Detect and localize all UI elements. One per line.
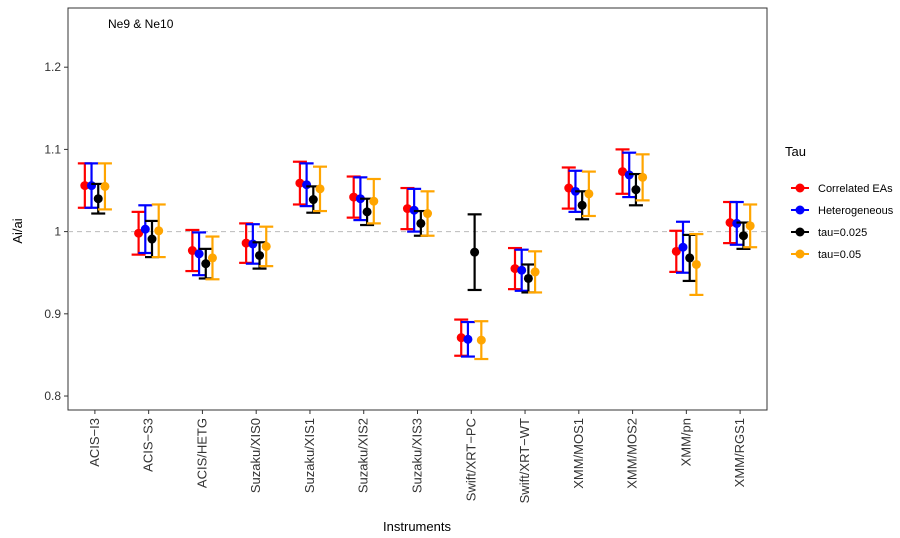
point [315, 184, 325, 194]
point [362, 207, 372, 217]
point [241, 238, 251, 248]
point [369, 196, 379, 206]
x-tick-label: ACIS−I3 [87, 418, 102, 467]
x-tick-label: XMM/pn [678, 418, 693, 466]
x-tick-label: XMM/MOS1 [571, 418, 586, 489]
point [194, 249, 204, 259]
point [523, 273, 533, 283]
point [248, 239, 258, 249]
point [618, 167, 628, 177]
point [308, 195, 318, 205]
y-axis-title: Ai/ai [10, 218, 25, 243]
point [671, 246, 681, 256]
x-tick-label: Swift/XRT−PC [463, 418, 478, 501]
point [187, 246, 197, 256]
y-tick-label: 1.1 [44, 142, 61, 156]
point [530, 267, 540, 277]
point [302, 180, 312, 190]
point [93, 194, 103, 204]
x-tick-label: Suzaku/XIS3 [410, 418, 425, 493]
point [463, 334, 473, 344]
legend-key-point [795, 183, 805, 193]
point [691, 259, 701, 269]
point [255, 250, 265, 260]
point [517, 265, 527, 275]
legend-label: Correlated EAs [818, 183, 893, 195]
point [80, 181, 90, 191]
x-tick-label: Suzaku/XIS0 [248, 418, 263, 493]
legend-key-point [795, 249, 805, 259]
y-tick-label: 1 [54, 225, 61, 239]
point [685, 253, 695, 263]
point [725, 218, 735, 228]
x-tick-label: XMM/RGS1 [732, 418, 747, 487]
x-tick-label: XMM/MOS2 [625, 418, 640, 489]
point [87, 181, 97, 191]
annotation: Ne9 & Ne10 [108, 17, 174, 31]
point [423, 209, 433, 219]
legend-label: tau=0.025 [818, 227, 867, 239]
point [564, 183, 574, 193]
x-tick-label: Suzaku/XIS2 [356, 418, 371, 493]
legend-key-point [795, 205, 805, 215]
legend-title: Tau [785, 144, 806, 159]
point [470, 247, 480, 257]
x-tick-label: ACIS/HETG [194, 418, 209, 488]
point [134, 228, 144, 238]
point [678, 242, 688, 252]
point [261, 241, 271, 251]
point [584, 189, 594, 199]
point [631, 185, 641, 195]
point [154, 226, 164, 236]
y-tick-label: 1.2 [44, 60, 61, 74]
point [207, 253, 217, 263]
legend-label: Heterogeneous [818, 205, 894, 217]
point [745, 221, 755, 231]
point [416, 218, 426, 228]
point [577, 200, 587, 210]
y-tick-label: 0.8 [44, 389, 61, 403]
y-tick-label: 0.9 [44, 307, 61, 321]
x-tick-label: Suzaku/XIS1 [302, 418, 317, 493]
x-axis-title: Instruments [383, 519, 451, 534]
point [476, 335, 486, 345]
point [140, 224, 150, 234]
point [738, 231, 748, 241]
x-tick-label: ACIS−S3 [141, 418, 156, 472]
point [201, 259, 211, 269]
x-tick-label: Swift/XRT−WT [517, 418, 532, 503]
legend-label: tau=0.05 [818, 249, 861, 261]
point [147, 234, 157, 244]
legend-key-point [795, 227, 805, 237]
point [638, 172, 648, 182]
point [100, 181, 110, 191]
